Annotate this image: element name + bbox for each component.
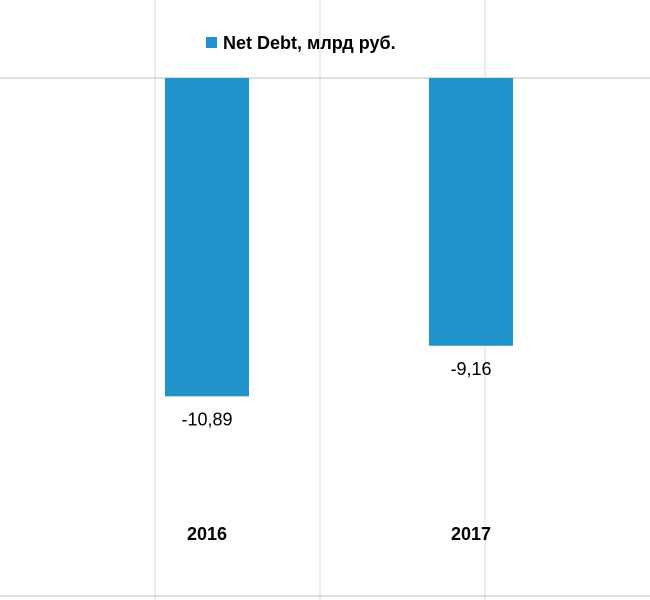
data-label-2017: -9,16 — [450, 359, 491, 379]
legend-label: Net Debt, млрд руб. — [223, 33, 396, 53]
bars — [165, 78, 513, 397]
x-tick-label-2017: 2017 — [451, 524, 491, 544]
bar-2016 — [165, 78, 249, 397]
data-label-2016: -10,89 — [181, 409, 232, 429]
x-tick-label-2016: 2016 — [187, 524, 227, 544]
x-axis-tick-labels: 2016 2017 — [187, 524, 491, 544]
legend-swatch — [206, 37, 217, 48]
bar-2017 — [429, 78, 513, 346]
legend: Net Debt, млрд руб. — [206, 33, 396, 53]
data-labels: -10,89 -9,16 — [181, 359, 491, 430]
